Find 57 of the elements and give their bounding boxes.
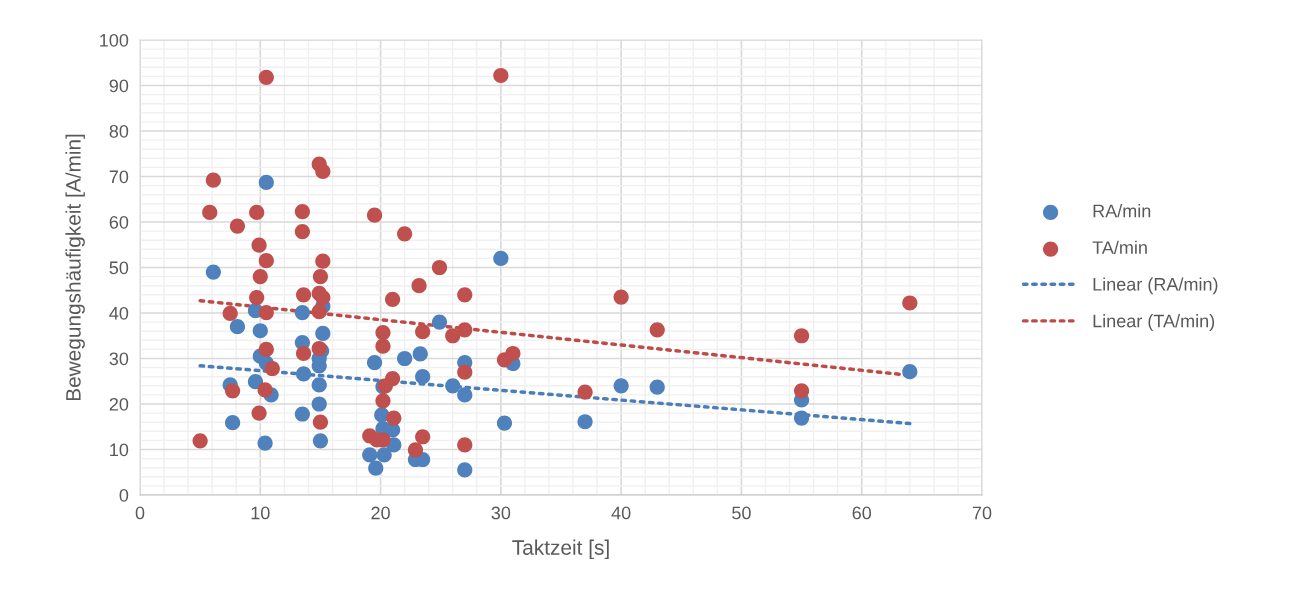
y-axis-title: Bewegungshäufigkeit [A/min] [65,134,85,401]
x-axis-title: Taktzeit [s] [512,539,609,560]
y-tick-label: 50 [109,261,129,275]
point [415,369,431,385]
x-tick-label: 40 [611,506,631,520]
point [577,414,593,430]
point [257,435,273,451]
point [225,415,241,431]
legend-label: TA/min [1092,240,1147,254]
point [247,374,264,390]
y-tick-label: 60 [109,215,129,229]
x-tick-label: 20 [371,506,390,520]
point [311,377,327,393]
point [368,460,384,476]
point [312,433,329,449]
legend-label: Linear (RA/min) [1093,277,1218,295]
point [362,447,378,463]
y-tick-label: 0 [119,488,129,502]
point [397,350,413,367]
y-tick-label: 40 [109,306,129,320]
point [431,314,448,330]
legend-label: RA/min [1093,204,1151,218]
x-tick-label: 70 [972,506,992,520]
point [295,366,312,382]
point [793,410,810,426]
point [294,406,310,422]
point [258,174,274,191]
point [613,378,629,394]
point [457,387,473,403]
y-tick-label: 90 [109,79,129,93]
point [649,379,665,395]
point [493,250,509,267]
point [445,378,461,394]
point [229,319,246,335]
point [902,364,918,380]
point [366,354,383,371]
y-tick-label: 10 [110,443,129,457]
point [376,447,392,463]
y-tick-label: 100 [100,33,129,47]
y-tick-label: 30 [109,352,129,366]
point [412,346,428,362]
point [252,323,268,339]
x-tick-label: 10 [251,506,270,520]
y-tick-label: 70 [109,170,129,184]
y-tick-label: 80 [109,124,129,138]
x-tick-label: 60 [852,506,872,520]
point [205,264,221,280]
point [315,325,331,342]
point [294,304,310,321]
point [496,415,513,431]
point [311,396,327,412]
y-tick-label: 20 [109,397,129,411]
legend-label: Linear (TA/min) [1093,314,1215,331]
x-tick-label: 50 [732,506,751,520]
x-tick-label: 0 [135,506,145,520]
point [457,462,473,478]
x-tick-label: 30 [491,506,511,520]
